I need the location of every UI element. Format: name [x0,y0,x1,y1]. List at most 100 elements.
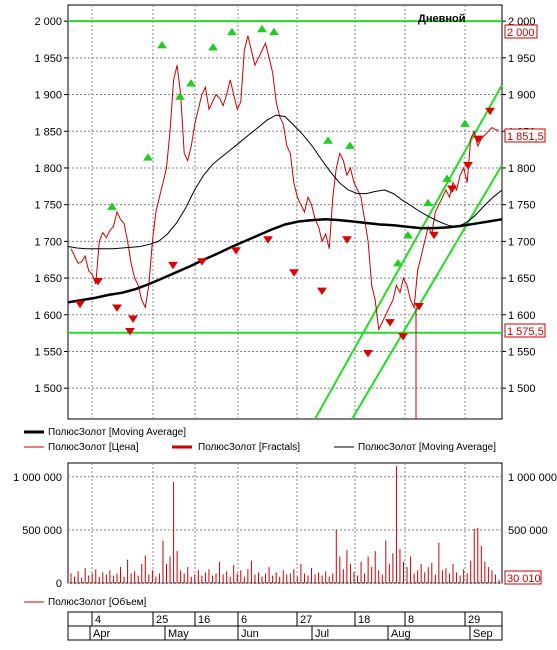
volume-y-tick-label: 0 [56,578,62,590]
price-y-tick-label-right: 1 950 [508,53,536,65]
volume-y-tick-label: 500 000 [22,525,62,537]
date-axis: 4 25 16 6 27 18 8 29 Apr May Jun Jul Aug Sep [89,612,493,640]
fractal-down-marker [289,269,299,277]
fractal-up-marker [208,43,218,51]
fractal-up-marker [269,27,279,36]
fractal-up-marker [157,40,167,49]
price-y-tick-label-right: 1 800 [508,163,536,175]
fractal-down-marker [473,135,483,144]
moving-average-thin-line [67,114,503,250]
price-y-tick-label: 1 650 [34,273,62,285]
date-axis-day-label: 8 [408,614,414,626]
fractal-down-marker [197,258,207,266]
trend-channel-lower [351,164,503,420]
fractal-down-marker [128,315,138,323]
volume-y-tick-label: 1 000 000 [13,472,62,484]
price-grid [68,5,502,419]
fractal-down-marker [168,261,178,270]
fractal-up-marker [175,92,185,100]
price-y-tick-label-right: 1 900 [508,90,536,102]
fractal-down-marker [317,287,327,295]
fractal-down-marker [93,278,103,286]
legend-price: ПолюсЗолот [Цена] [48,442,139,453]
date-axis-month-label: Aug [391,628,411,640]
fractal-down-marker [112,304,122,312]
price-y-tick-label: 1 600 [34,310,62,322]
date-axis-day-label: 4 [95,614,101,626]
volume-y-axis: 1 000 000 1 000 000 500 000 500 000 0 [13,472,557,590]
price-y-tick-label-right: 1 650 [508,273,536,285]
fractal-up-marker [393,258,403,267]
price-y-tick-label: 1 800 [34,163,62,175]
price-y-tick-label-right: 1 700 [508,236,536,248]
last-volume-badge-box [504,570,542,585]
price-y-tick-label-right: 1 600 [508,310,536,322]
date-axis-month-label: Apr [93,628,110,640]
price-plot-area [67,20,503,420]
date-axis-day-label: 6 [241,614,247,626]
fractal-up-marker [227,27,237,36]
fractal-up-marker [403,231,413,239]
last-price-badge-box [504,128,546,143]
price-y-tick-label: 1 850 [34,126,62,138]
lower-line-label: 1 575,5 [507,326,544,338]
last-volume-label: 30 010 [507,573,541,585]
fractal-down-marker [263,236,273,244]
price-y-tick-label: 1 500 [34,383,62,395]
fractal-up-marker [345,141,355,149]
fractal-down-marker [485,107,495,116]
date-axis-month-label: Jul [315,628,329,640]
lower-line-badge-box [504,323,546,338]
upper-line-badge-box [504,24,538,39]
fractal-down-marker [125,327,135,336]
price-y-tick-label: 2 000 [34,16,62,28]
date-axis-day-label: 27 [300,614,312,626]
date-axis-month-label: Sep [473,628,493,640]
fractal-up-marker [143,153,153,161]
fractal-up-marker [186,79,196,87]
price-y-tick-label: 1 750 [34,200,62,212]
fractal-up-marker [107,202,117,210]
fractal-up-marker [323,136,333,144]
legend-ma-thin: ПолюсЗолот [Moving Average] [358,442,496,453]
chart-title: Дневной [418,13,466,25]
date-axis-day-label: 18 [358,614,370,626]
fractal-up-marker [460,119,470,127]
price-y-tick-label-right: 1 500 [508,383,536,395]
upper-line-label: 2 000 [507,27,535,39]
price-y-tick-label-right: 1 550 [508,346,536,358]
fractal-down-marker [447,185,457,193]
fractal-down-marker [75,300,85,309]
legend-fractals: ПолюсЗолот [Fractals] [198,442,300,453]
date-axis-day-label: 29 [468,614,480,626]
volume-plot-area [70,466,500,583]
date-axis-day-label: 16 [198,614,210,626]
volume-y-tick-label-right: 500 000 [508,525,548,537]
legend-ma-thick: ПолюсЗолот [Moving Average] [48,427,186,438]
volume-plot-frame [67,462,503,584]
date-axis-month-label: Jun [241,628,259,640]
price-y-tick-label: 1 900 [34,90,62,102]
price-y-tick-label-right: 1 750 [508,200,536,212]
fractal-down-marker [429,231,439,240]
legend-volume: ПолюсЗолот [Объем] [48,596,147,608]
date-axis-day-label: 25 [156,614,168,626]
fractal-up-marker [257,24,267,33]
fractal-down-marker [231,247,241,255]
last-price-label: 1 851,5 [507,131,544,143]
fractal-down-marker [342,236,352,244]
price-y-tick-label: 1 700 [34,236,62,248]
moving-average-thick-line [67,218,503,304]
volume-grid [68,463,502,584]
date-axis-month-label: May [168,628,189,640]
fractal-down-marker [463,162,473,170]
price-y-tick-label: 1 550 [34,346,62,358]
fractal-down-marker [385,319,395,327]
fractal-down-marker [398,333,408,341]
price-y-tick-label: 1 950 [34,53,62,65]
fractal-up-marker [423,198,433,207]
volume-y-tick-label-right: 1 000 000 [508,472,557,484]
